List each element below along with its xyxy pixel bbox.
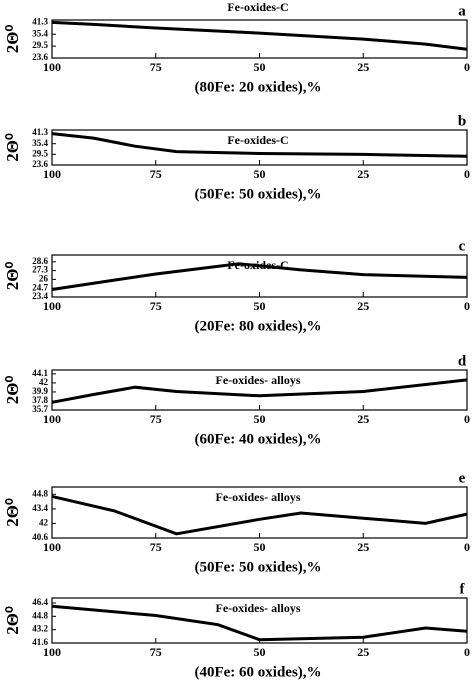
x-tick-label: 50 (254, 540, 266, 554)
panel-title: Fe-oxides-C (227, 0, 288, 14)
y-tick-label: 28.6 (32, 256, 48, 266)
y-axis-label: 2Θ⁰ (3, 133, 22, 162)
data-line (51, 378, 468, 404)
y-tick-label: 41.3 (32, 16, 48, 26)
y-tick-label: 29.5 (32, 148, 48, 158)
x-tick-label: 75 (150, 645, 162, 659)
y-axis-label: 2Θ⁰ (3, 606, 22, 635)
x-tick-label: 25 (357, 299, 369, 313)
data-line (51, 262, 468, 291)
x-axis-label: (40Fe: 60 oxides),% (194, 664, 321, 680)
x-tick-label: 100 (43, 60, 61, 74)
x-tick-label: 75 (150, 540, 162, 554)
x-tick-label: 25 (357, 540, 369, 554)
y-axis-label: 2Θ⁰ (3, 25, 22, 54)
y-tick-label: 26 (39, 273, 49, 283)
x-axis-label: (50Fe: 50 oxides),% (194, 186, 321, 202)
y-tick-label: 23.4 (32, 291, 48, 301)
y-tick-label: 35.7 (32, 404, 48, 414)
x-axis-label: (50Fe: 50 oxides),% (194, 559, 321, 575)
x-tick-label: 75 (150, 299, 162, 313)
y-tick-label: 27.3 (32, 265, 48, 275)
x-tick-label: 75 (150, 412, 162, 426)
y-tick-label: 37.8 (32, 395, 48, 405)
y-tick-label: 44.8 (32, 488, 48, 498)
y-tick-label: 41.3 (32, 127, 48, 137)
panel-title: Fe-oxides- alloys (216, 601, 301, 615)
x-tick-label: 75 (150, 60, 162, 74)
x-tick-label: 25 (357, 412, 369, 426)
y-axis-label: 2Θ⁰ (3, 498, 22, 527)
y-tick-label: 42 (39, 517, 49, 527)
panel-label: f (460, 581, 466, 597)
panel-label: b (458, 113, 466, 129)
panel-label: e (459, 470, 466, 486)
x-tick-label: 0 (464, 412, 470, 426)
y-tick-label: 41.6 (32, 637, 48, 647)
y-tick-label: 24.7 (32, 282, 48, 292)
data-line (51, 20, 468, 51)
panel-label: c (459, 238, 466, 254)
x-tick-label: 0 (464, 540, 470, 554)
panel-label: d (458, 353, 467, 369)
data-line (51, 604, 468, 642)
panel-title: Fe-oxides- alloys (216, 490, 301, 504)
y-tick-label: 40.6 (32, 532, 48, 542)
x-tick-label: 75 (150, 167, 162, 181)
y-tick-label: 44.1 (32, 368, 48, 378)
y-tick-label: 23.6 (32, 52, 48, 62)
x-tick-label: 50 (254, 645, 266, 659)
panel-label: a (458, 3, 466, 19)
x-axis-label: (20Fe: 80 oxides),% (194, 318, 321, 334)
data-line (51, 494, 468, 536)
y-tick-label: 29.5 (32, 40, 48, 50)
y-tick-label: 39.9 (32, 386, 48, 396)
x-tick-label: 100 (43, 645, 61, 659)
x-tick-label: 100 (43, 299, 61, 313)
data-line (51, 132, 468, 158)
x-tick-label: 25 (357, 167, 369, 181)
x-tick-label: 0 (464, 60, 470, 74)
panel-title: Fe-oxides- alloys (216, 373, 301, 387)
y-tick-label: 35.4 (32, 138, 48, 148)
x-tick-label: 25 (357, 645, 369, 659)
x-axis-label: (80Fe: 20 oxides),% (194, 79, 321, 95)
x-tick-label: 0 (464, 299, 470, 313)
y-tick-label: 35.4 (32, 28, 48, 38)
x-tick-label: 50 (254, 412, 266, 426)
x-tick-label: 0 (464, 167, 470, 181)
x-tick-label: 50 (254, 299, 266, 313)
y-tick-label: 42 (39, 377, 49, 387)
x-tick-label: 50 (254, 167, 266, 181)
x-tick-label: 0 (464, 645, 470, 659)
y-axis-label: 2Θ⁰ (3, 376, 22, 405)
y-tick-label: 43.2 (32, 624, 48, 634)
x-tick-label: 25 (357, 60, 369, 74)
x-tick-label: 100 (43, 167, 61, 181)
y-tick-label: 46.4 (32, 597, 48, 607)
panel-title: Fe-oxides-C (227, 133, 288, 147)
x-tick-label: 100 (43, 412, 61, 426)
y-tick-label: 44.8 (32, 610, 48, 620)
x-axis-label: (60Fe: 40 oxides),% (194, 431, 321, 447)
y-tick-label: 43.4 (32, 503, 48, 513)
x-tick-label: 50 (254, 60, 266, 74)
x-tick-label: 100 (43, 540, 61, 554)
y-tick-label: 23.6 (32, 159, 48, 169)
y-axis-label: 2Θ⁰ (3, 262, 22, 291)
